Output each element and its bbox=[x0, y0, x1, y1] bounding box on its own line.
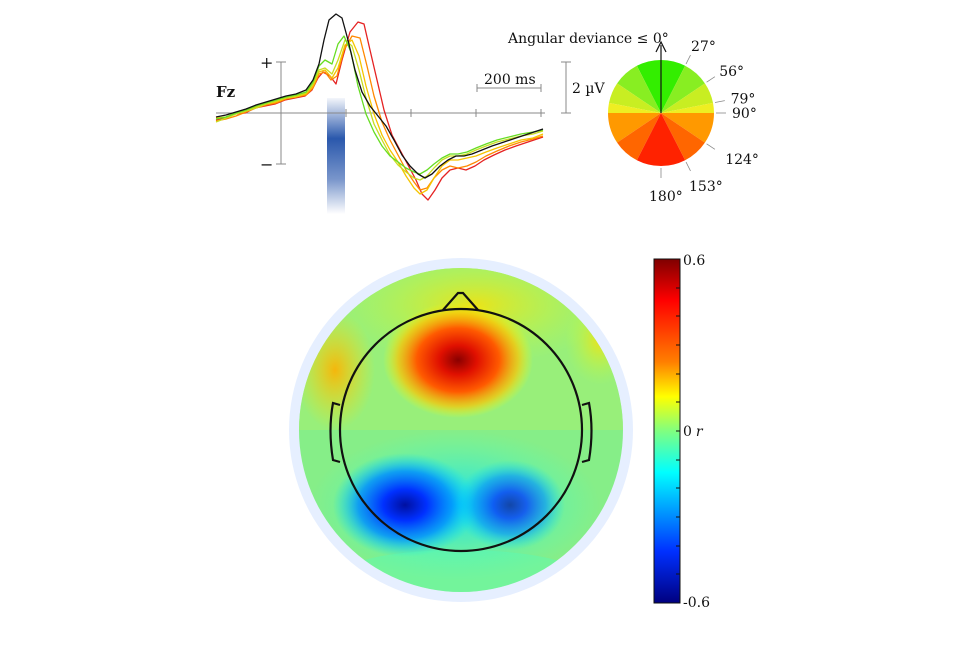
colorbar-max-label: 0.6 bbox=[683, 253, 705, 269]
pie-wedge-right-2 bbox=[661, 83, 713, 113]
pie-boundary-tick-2 bbox=[714, 100, 725, 103]
pie-boundary-tick-0 bbox=[685, 54, 691, 65]
pie-wedge-left-0 bbox=[636, 60, 661, 113]
channel-label: Fz bbox=[216, 83, 236, 101]
pie-boundary-label-3: 90° bbox=[732, 106, 757, 122]
pie-boundary-tick-4 bbox=[706, 143, 716, 150]
erp-trace-green bbox=[215, 35, 544, 175]
colorbar-ticks bbox=[676, 287, 680, 575]
pie-wedge-right-1 bbox=[661, 65, 705, 113]
colorbar-min-label: -0.6 bbox=[683, 595, 710, 611]
pie-wedge-left-3 bbox=[608, 102, 661, 113]
pie-wedge-right-4 bbox=[661, 113, 714, 143]
erp-trace-lime bbox=[215, 39, 544, 181]
colorbar-gradient bbox=[653, 258, 681, 604]
head-outline bbox=[329, 291, 593, 553]
pie-boundary-label-6: 180° bbox=[649, 189, 683, 205]
pie-boundary-label-0: 27° bbox=[691, 39, 716, 55]
pie-wedge-left-4 bbox=[608, 113, 661, 143]
pie-boundary-label-2: 79° bbox=[731, 92, 756, 108]
angular-deviance-pie: Angular deviance ≤ 0° 27°56° 79°90° 124°15… bbox=[507, 31, 759, 205]
pie-boundary-label-5: 153° bbox=[689, 179, 723, 195]
pie-wedge-left-2 bbox=[609, 83, 661, 113]
right-ear-outline bbox=[581, 401, 593, 464]
pie-wedge-left-5 bbox=[617, 113, 661, 161]
pie-boundary-label-4: 124° bbox=[725, 152, 759, 168]
nose-outline bbox=[442, 291, 479, 311]
polarity-minus-label: − bbox=[260, 155, 273, 174]
polarity-plus-label: + bbox=[260, 53, 273, 72]
erp-trace-black bbox=[215, 13, 544, 179]
pie-boundary-label-1: 56° bbox=[719, 64, 744, 80]
pie-wedge-right-6 bbox=[661, 113, 686, 166]
scalp-topography bbox=[289, 258, 633, 602]
pie-wedge-left-1 bbox=[617, 65, 661, 113]
head-circle bbox=[338, 307, 584, 553]
latency-highlight-band bbox=[327, 98, 345, 214]
left-ear-outline bbox=[329, 401, 341, 464]
erp-trace-orange bbox=[215, 35, 544, 191]
amplitude-scalebar-label: 2 µV bbox=[572, 81, 605, 97]
pie-wedge-right-5 bbox=[661, 113, 705, 161]
time-scalebar-label: 200 ms bbox=[484, 72, 536, 88]
pie-boundary-labels: 27°56° 79°90° 124°153° 180° bbox=[649, 39, 759, 205]
amplitude-scalebar bbox=[561, 61, 571, 114]
pie-arrow-head bbox=[655, 40, 667, 53]
pie-title: Angular deviance ≤ 0° bbox=[507, 31, 669, 47]
erp-waveform-panel: + − Fz 200 ms 2 µV bbox=[215, 13, 605, 214]
pie-wedge-right-3 bbox=[661, 102, 714, 113]
pie-wedge-right-0 bbox=[661, 60, 686, 113]
pie-wedges bbox=[608, 60, 714, 166]
pie-boundary-tick-5 bbox=[685, 161, 691, 172]
pie-boundary-tick-1 bbox=[706, 76, 716, 83]
erp-waveforms bbox=[215, 13, 544, 201]
pie-wedge-left-6 bbox=[636, 113, 661, 166]
time-scalebar bbox=[476, 84, 542, 92]
